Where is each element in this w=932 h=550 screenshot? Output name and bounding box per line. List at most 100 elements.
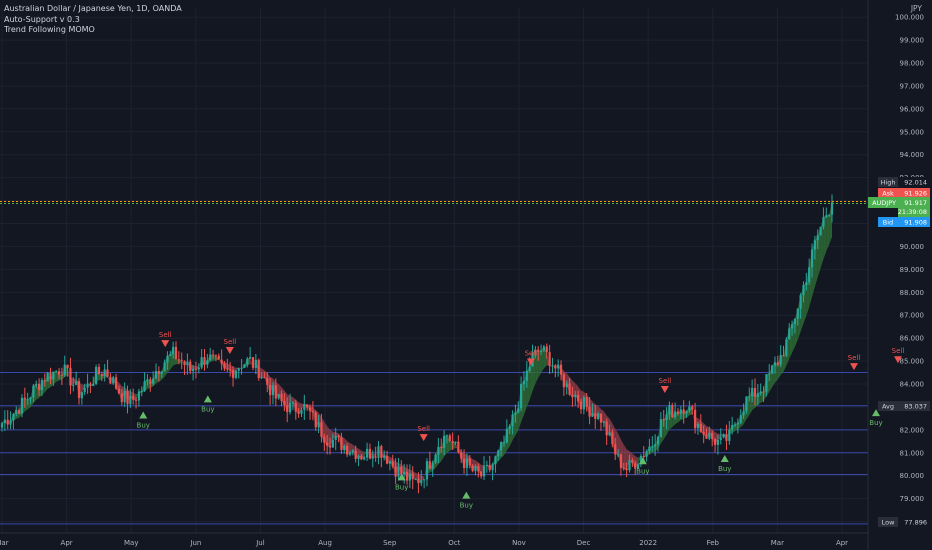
y-tick-label: 99.000 (900, 37, 925, 45)
ask-badge-box (898, 188, 930, 198)
candle-body (656, 436, 660, 445)
sell-label: Sell (224, 338, 237, 346)
candle-body (123, 390, 126, 403)
x-tick-label: 2022 (639, 539, 657, 547)
sell-marker (161, 340, 170, 348)
y-tick-label: 84.000 (900, 380, 925, 388)
candle-body (280, 394, 283, 401)
candle-body (286, 405, 289, 413)
trend-band-segment (327, 425, 331, 448)
candle-body (602, 421, 605, 423)
y-tick-label: 96.000 (900, 105, 925, 113)
candle-body (223, 363, 226, 369)
candle-body (545, 346, 548, 353)
trend-band-segment (178, 359, 182, 364)
x-tick-label: May (124, 539, 138, 547)
countdown-value: 21:39:08 (898, 208, 927, 216)
candle-body (251, 357, 255, 368)
candle-body (539, 350, 543, 352)
candle-body (585, 397, 588, 407)
y-tick-label: 95.000 (900, 128, 925, 136)
candle-body (522, 380, 526, 385)
buy-label: Buy (718, 465, 731, 473)
candle-body (180, 359, 183, 362)
candle-body (597, 413, 600, 419)
avg-badge-tag (878, 401, 898, 412)
candle-body (736, 422, 739, 425)
candle-body (805, 282, 808, 286)
candle-body (802, 285, 805, 296)
indicator-auto-support[interactable]: Auto-Support v 0.3 (4, 14, 80, 24)
candle-body (331, 439, 334, 448)
indicator-momo[interactable]: Trend Following MOMO (4, 25, 95, 34)
candle-body (294, 402, 297, 412)
x-tick-label: Apr (61, 539, 73, 547)
trend-band-segment (717, 433, 721, 441)
trend-band-segment (73, 378, 77, 385)
candle-body (619, 454, 623, 468)
candle-body (109, 376, 112, 384)
candle-body (742, 411, 745, 416)
candle-body (674, 411, 677, 418)
candle-body (790, 324, 794, 329)
candle-body (605, 421, 608, 436)
symbol-title[interactable]: Australian Dollar / Japanese Yen, 1D, OA… (4, 4, 182, 13)
trend-band-segment (774, 362, 778, 383)
y-tick-label: 81.000 (900, 449, 925, 457)
sell-marker (660, 386, 669, 394)
candle-body (796, 308, 799, 319)
buy-label: Buy (137, 421, 150, 429)
trend-band-segment (663, 414, 667, 440)
high-badge-label: High (881, 179, 896, 187)
y-tick-label: 98.000 (900, 60, 925, 68)
candle-body (711, 432, 714, 440)
sell-label: Sell (159, 331, 172, 339)
low-badge: Low 77.896 (878, 517, 930, 527)
y-tick-label: 90.000 (900, 243, 925, 251)
candle-body (574, 395, 577, 398)
y-tick-label: 86.000 (900, 335, 925, 343)
price-axis[interactable]: 100.000 99.000 98.000 97.000 96.000 95.000 94.… (867, 0, 925, 550)
time-axis[interactable]: Mar Apr May Jun Jul Aug Sep Oct Nov Dec 2022 Feb Mar… (0, 532, 868, 547)
y-tick-label: 88.000 (900, 289, 925, 297)
candle-body (725, 434, 728, 441)
chart-legend: Australian Dollar / Japanese Yen, 1D, OA… (4, 4, 182, 36)
candle-body (554, 365, 557, 369)
candle-body (420, 480, 423, 484)
candle-body (768, 373, 771, 375)
candle-body (696, 423, 700, 429)
candle-body (676, 411, 680, 414)
candle-body (92, 383, 95, 386)
candle-body (260, 377, 263, 379)
candle-body (668, 405, 671, 415)
candle-body (189, 361, 192, 372)
candle-body (157, 371, 160, 374)
candle-body (625, 468, 628, 471)
candle-body (354, 450, 357, 459)
candle-body (813, 240, 816, 250)
buy-label: Buy (395, 483, 408, 491)
candle-body (283, 400, 286, 406)
candle-body (206, 360, 209, 365)
trend-band-segment (36, 383, 40, 400)
trend-band-segment (158, 371, 162, 382)
candle-body (614, 444, 617, 455)
candle-body (748, 396, 751, 398)
candle-body (799, 295, 802, 309)
candle-body (665, 414, 668, 420)
candle-body (146, 379, 149, 382)
candle-body (648, 446, 651, 452)
trend-band-segment (555, 364, 559, 369)
candle-body (762, 391, 765, 393)
candle-body (314, 412, 317, 428)
candle-body (266, 378, 269, 385)
candle-body (708, 432, 711, 439)
candle-body (114, 377, 118, 389)
candle-body (140, 390, 143, 392)
candle-body (520, 384, 523, 409)
candle-body (685, 410, 688, 414)
candle-body (132, 396, 135, 400)
candle-body (505, 428, 508, 443)
